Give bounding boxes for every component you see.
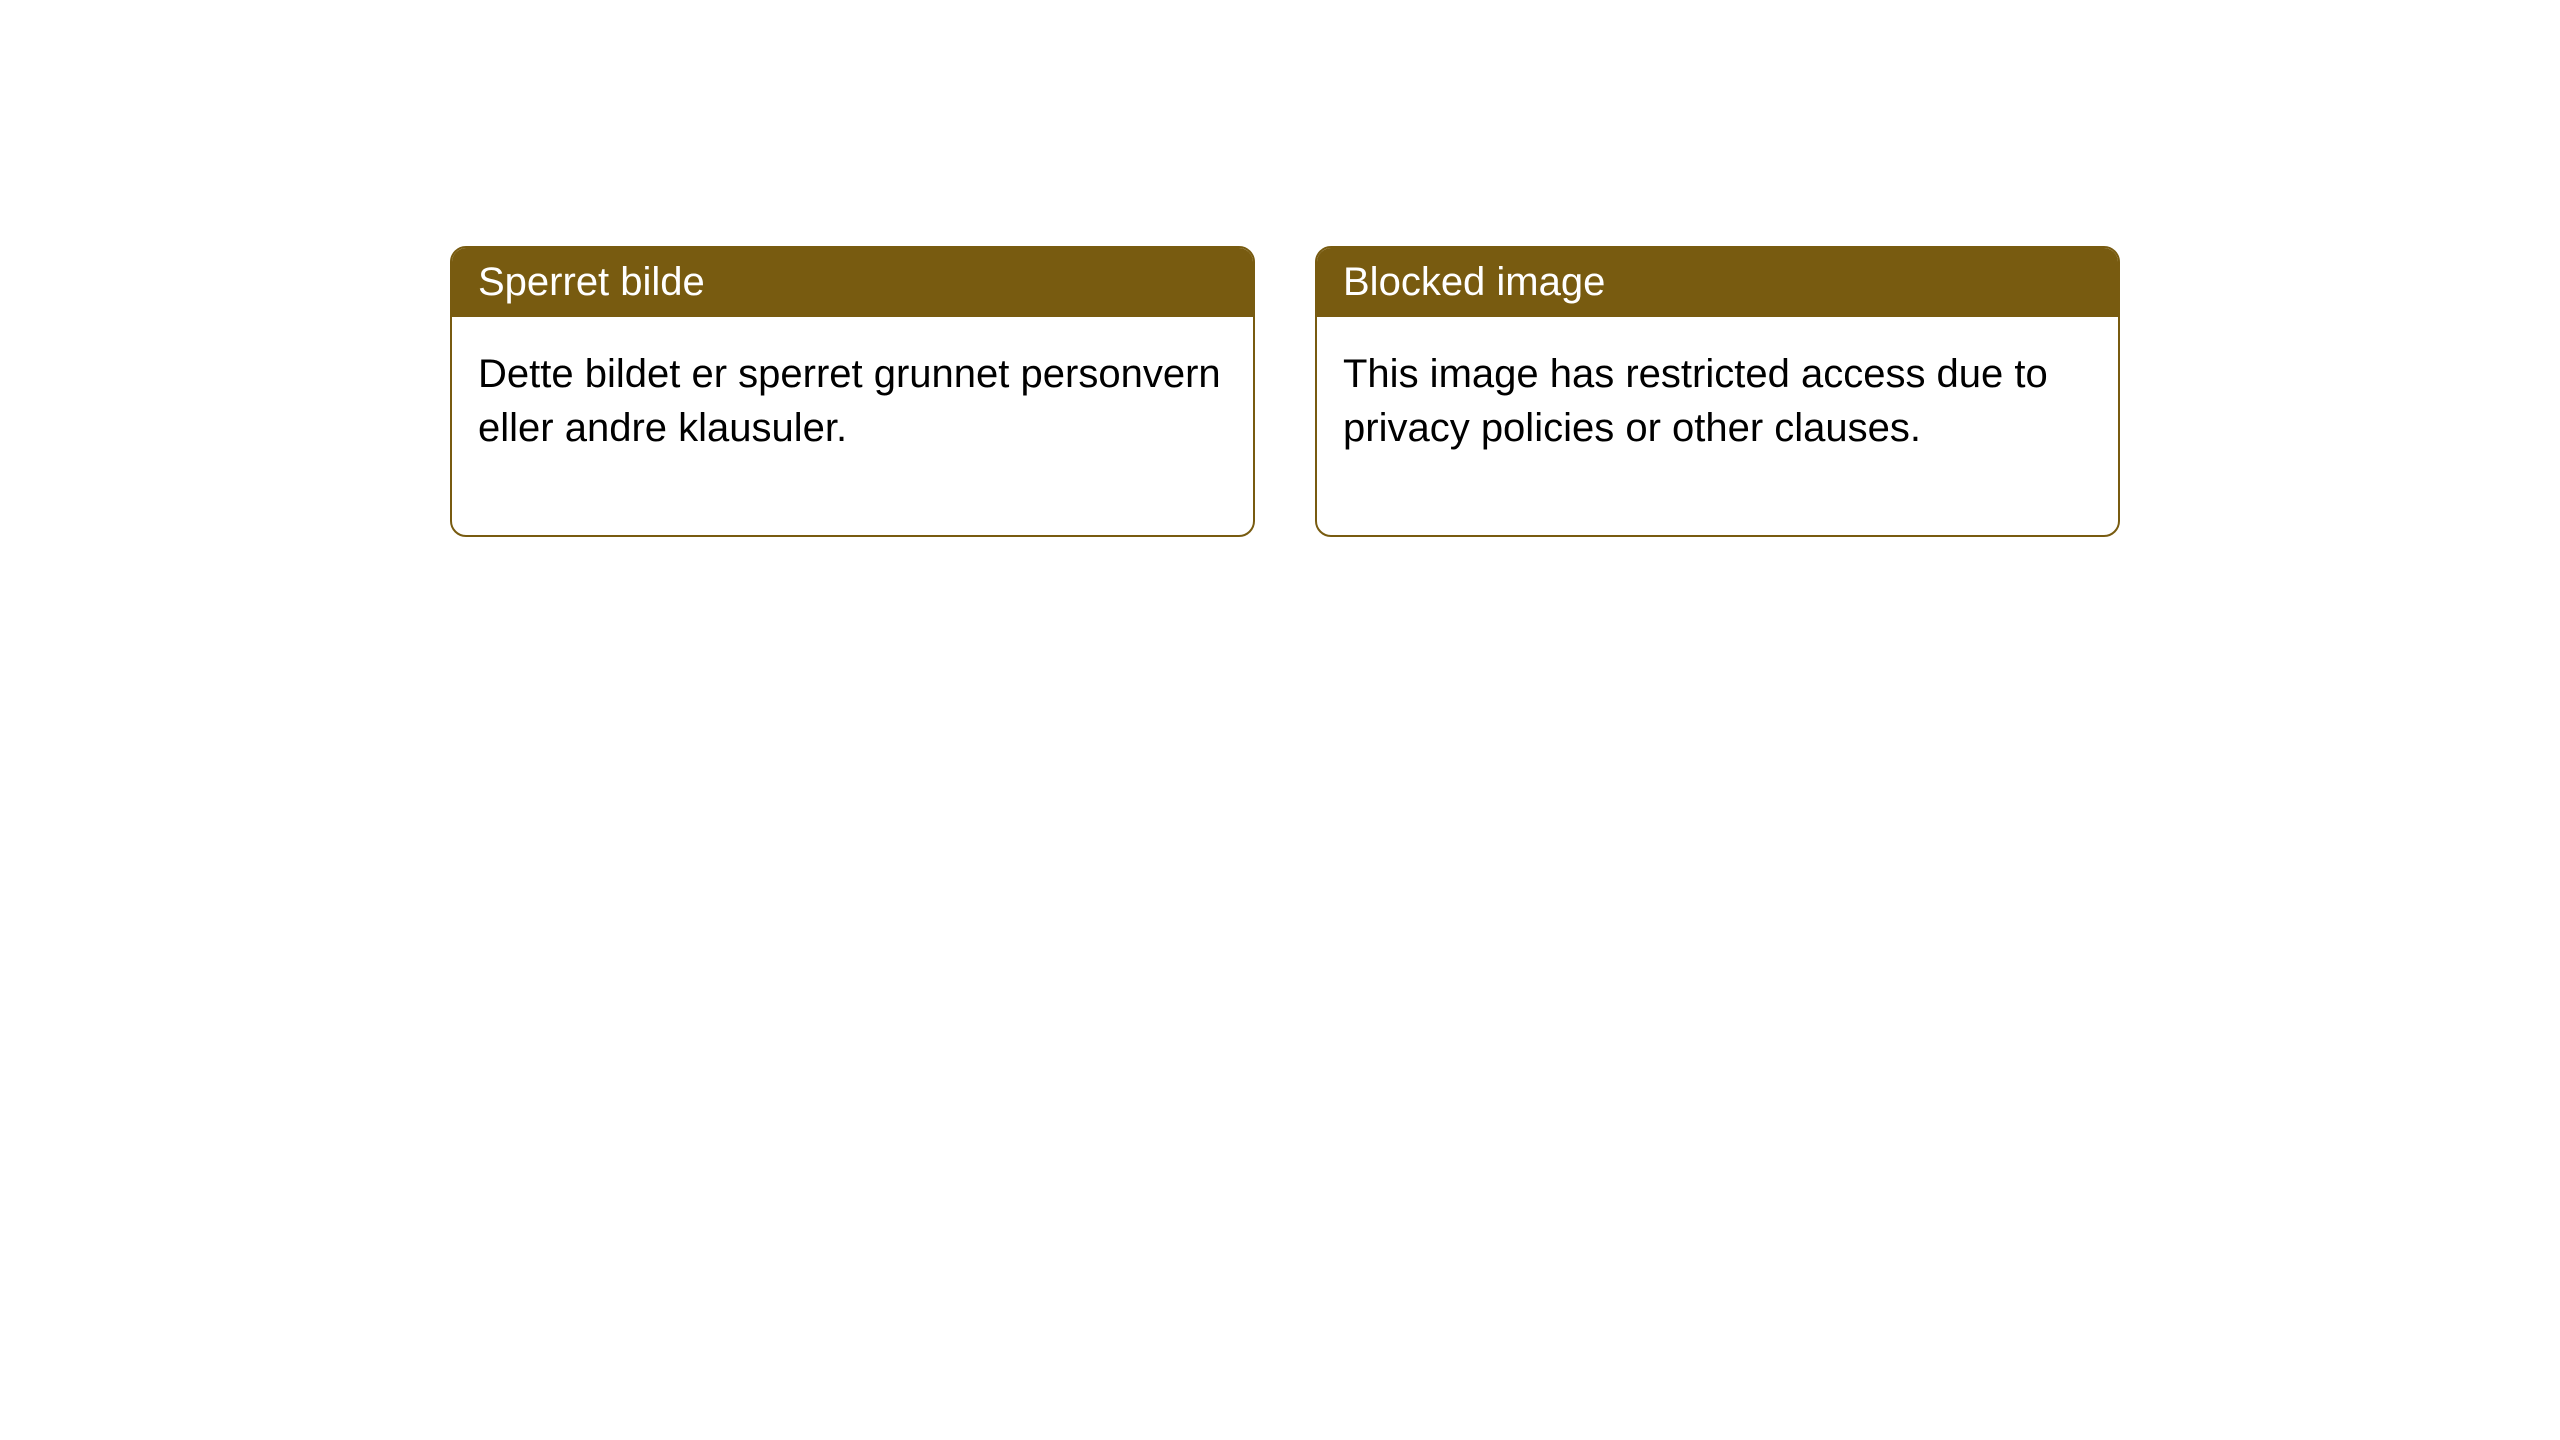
notice-header: Blocked image [1317,248,2118,317]
notice-body: Dette bildet er sperret grunnet personve… [452,317,1253,535]
notice-card-english: Blocked image This image has restricted … [1315,246,2120,537]
notice-card-norwegian: Sperret bilde Dette bildet er sperret gr… [450,246,1255,537]
notice-body: This image has restricted access due to … [1317,317,2118,535]
notice-header: Sperret bilde [452,248,1253,317]
notice-container: Sperret bilde Dette bildet er sperret gr… [0,0,2560,537]
